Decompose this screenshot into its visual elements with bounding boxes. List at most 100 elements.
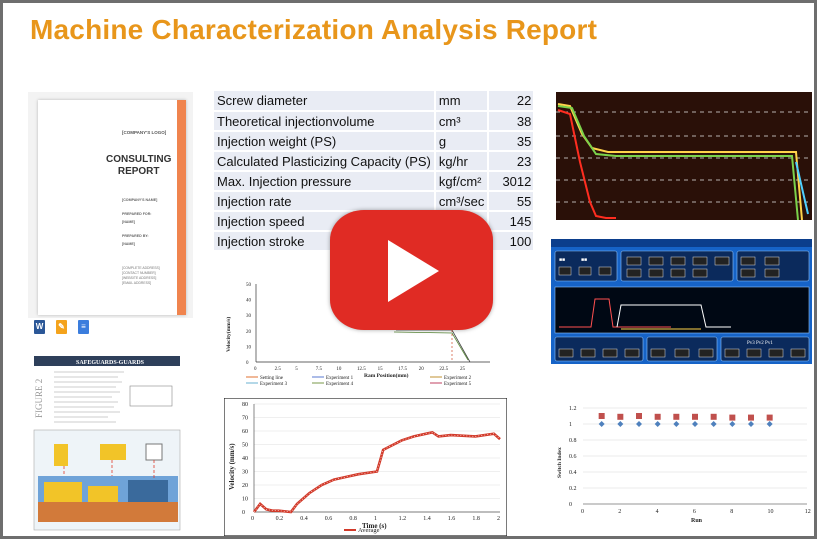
x-tick-label: 0.4 [300, 516, 308, 522]
report-cover: [COMPANY'S LOGO] CONSULTING REPORT [COMP… [38, 100, 186, 315]
spec-parameter: Screw diameter [214, 91, 436, 112]
report-website: [WEBSITE ADDRESS] [122, 276, 157, 280]
blue-marker [636, 421, 642, 427]
x-axis-label: Time (s) [362, 522, 387, 530]
y-tick-label: 1.2 [569, 406, 577, 412]
x-tick-label: 10 [768, 509, 774, 515]
y-tick-label: 1 [569, 422, 572, 428]
red-marker [617, 413, 624, 420]
x-tick-label: 4 [656, 509, 659, 515]
spec-value: 100 [488, 231, 536, 252]
y-tick-label: 40 [242, 456, 248, 462]
velocity-time-chart: 80 70 60 50 40 30 20 10 00 0.2 0.4 0.6 0.8 1 1.2 1.4 1.6… [224, 398, 507, 536]
blue-marker [673, 421, 680, 427]
x-tick-label: 1.6 [448, 516, 456, 522]
y-tick-label: 30 [246, 314, 252, 319]
y-tick-label: 50 [242, 443, 248, 449]
blue-marker [766, 421, 773, 427]
play-icon [388, 240, 439, 302]
blue-marker [654, 421, 661, 427]
figure2-label: FIGURE 2 [34, 379, 44, 418]
y-tick-label: 0.4 [569, 470, 577, 476]
trace-blue [795, 161, 809, 215]
y-axis-label: Velocity(mm/s) [225, 317, 232, 352]
pages-file-icon: ✎ [56, 320, 67, 334]
report-title-line1: CONSULTING [106, 154, 172, 165]
spec-unit: g [434, 131, 490, 152]
legend-entry: Experiment 4 [326, 382, 354, 387]
svg-text:■■: ■■ [559, 258, 565, 263]
x-axis-label: Run [691, 518, 703, 524]
x-tick-label: 1.8 [472, 516, 480, 522]
y-axis-label: Switch Index [557, 447, 563, 478]
x-tick-label: 2.5 [275, 367, 282, 372]
y-tick-label: 0 [246, 361, 249, 366]
x-tick-label: 0 [251, 516, 254, 522]
x-tick-label: 1 [374, 516, 377, 522]
spec-unit: kgf/cm² [434, 171, 490, 192]
spec-value: 23 [488, 151, 536, 172]
y-tick-label: 50 [246, 283, 252, 288]
spec-parameter: Theoretical injectionvolume [214, 111, 436, 132]
red-marker [766, 414, 773, 421]
legend-entry: Experiment 5 [444, 382, 472, 387]
report-email: [EMAIL ADDRESS] [122, 281, 152, 285]
spec-value: 145 [488, 211, 536, 232]
blue-marker [617, 421, 624, 427]
x-tick-label: 20 [419, 367, 425, 372]
spec-row: Theoretical injectionvolume cm³ 38 [214, 111, 536, 132]
legend-entry: Average [358, 527, 380, 534]
legend-entry: Setting line [260, 376, 284, 381]
google-docs-icon: ≡ [78, 320, 89, 334]
red-marker [729, 414, 736, 421]
red-marker [692, 413, 698, 420]
spec-value: 3012 [488, 171, 536, 192]
svg-text:■■: ■■ [581, 258, 587, 263]
y-tick-label: 30 [242, 470, 248, 476]
y-tick-label: 80 [242, 402, 248, 408]
legend-entry: Experiment 1 [326, 376, 354, 381]
x-tick-label: 0.8 [349, 516, 357, 522]
spec-row: Injection rate cm³/sec 55 [214, 191, 536, 212]
spec-row: Max. Injection pressure kgf/cm² 3012 [214, 171, 536, 192]
x-tick-label: 7.5 [316, 367, 323, 372]
x-tick-label: 12.5 [357, 367, 366, 372]
y-tick-label: 0.8 [569, 438, 577, 444]
y-tick-label: 0 [569, 502, 572, 508]
youtube-play-button[interactable] [330, 210, 493, 330]
legend-entry: Experiment 3 [260, 382, 288, 387]
spec-row: Injection weight (PS) g 35 [214, 131, 536, 152]
x-tick-label: 0.6 [325, 516, 333, 522]
svg-text:Pv3 Pv2 Pv1: Pv3 Pv2 Pv1 [747, 341, 773, 346]
red-marker [710, 413, 717, 420]
spec-unit: kg/hr [434, 151, 490, 172]
spec-parameter: Calculated Plasticizing Capacity (PS) [214, 151, 436, 172]
switch-index-chart: 1.2 1 0.8 0.6 0.4 0.2 0 0 2 4 6 8 10 12 Run Switch Inde… [551, 400, 813, 526]
spec-row: Calculated Plasticizing Capacity (PS) kg/… [214, 151, 536, 172]
x-tick-label: 2 [497, 516, 500, 522]
report-name2: [NAME] [122, 242, 135, 246]
x-tick-label: 12 [805, 509, 811, 515]
y-tick-label: 0.6 [569, 454, 577, 460]
x-tick-label: 5 [295, 367, 298, 372]
y-tick-label: 70 [242, 416, 248, 422]
report-name1: [NAME] [122, 220, 135, 224]
x-tick-label: 10 [336, 367, 342, 372]
red-marker [636, 413, 642, 419]
y-axis-label: Velocity (mm/s) [228, 443, 236, 490]
report-title: CONSULTING REPORT [106, 154, 171, 178]
safeguards-figure-image: SAFEGUARDS-GUARDS FIGURE 2 [28, 352, 188, 534]
spec-value: 55 [488, 191, 536, 212]
x-tick-label: 1.2 [399, 516, 407, 522]
report-prepared-by: PREPARED BY: [122, 234, 149, 238]
y-tick-label: 20 [242, 483, 248, 489]
report-address-block: [COMPLETE ADDRESS] [CONTACT NUMBER] [WEB… [122, 266, 160, 286]
consulting-report-thumbnail: [COMPANY'S LOGO] CONSULTING REPORT [COMP… [28, 92, 193, 318]
y-tick-label: 20 [246, 330, 252, 335]
y-tick-label: 60 [242, 429, 248, 435]
red-marker [748, 414, 754, 421]
blue-marker [710, 421, 717, 427]
trace-green [557, 105, 799, 220]
x-tick-label: 25 [460, 367, 466, 372]
